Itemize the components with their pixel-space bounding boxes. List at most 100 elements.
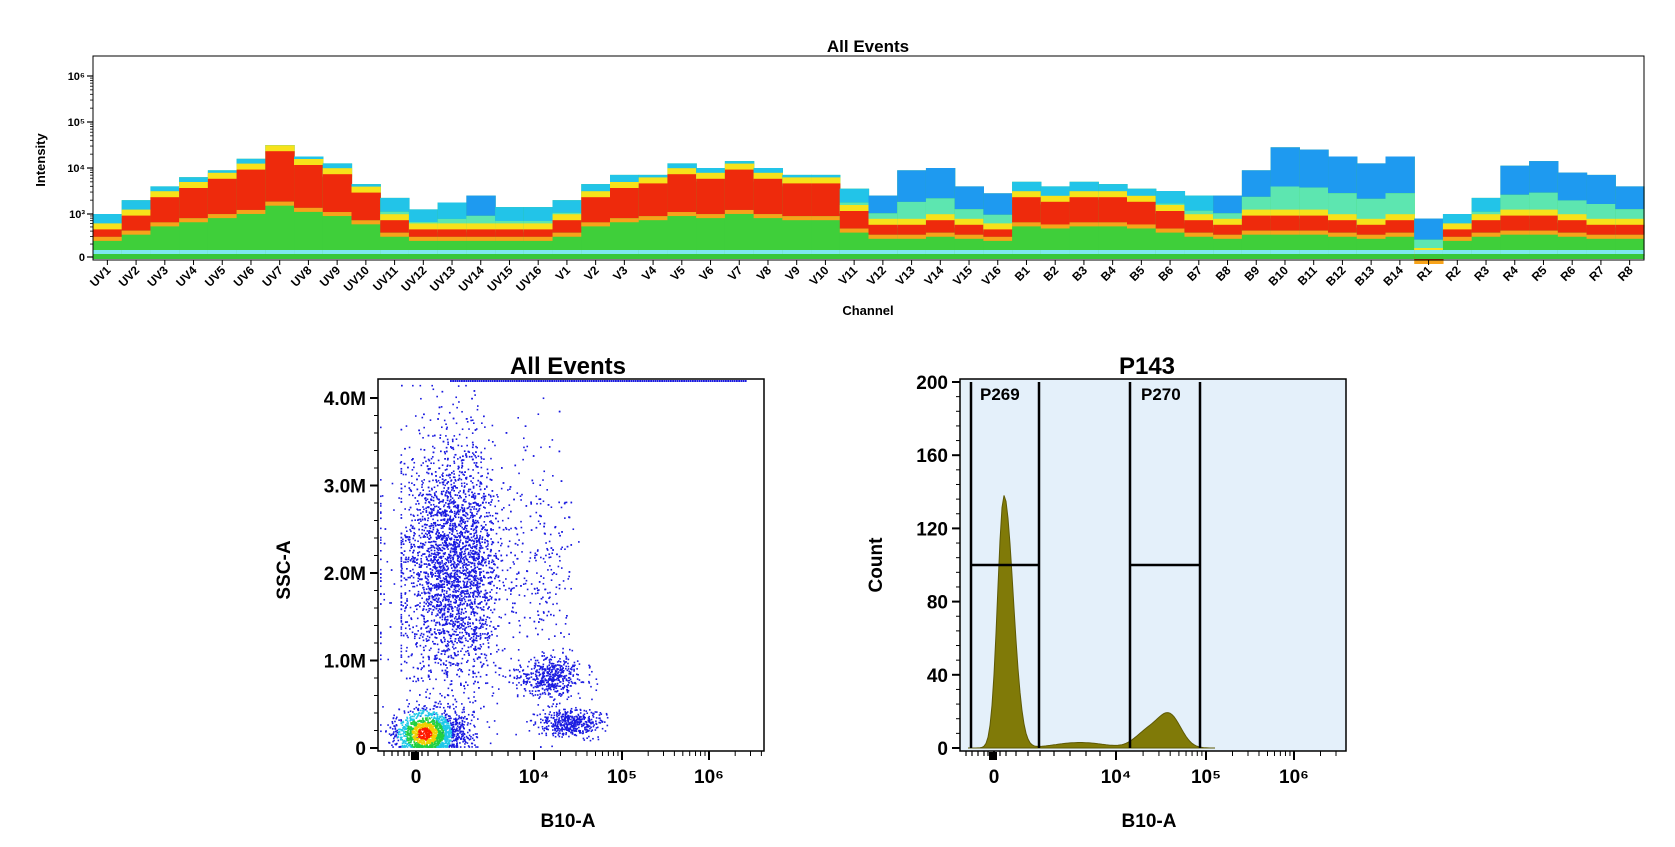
event-dot [551, 506, 553, 508]
event-dot [445, 645, 447, 647]
event-dot [430, 528, 432, 530]
event-dot [442, 573, 444, 575]
event-dot [424, 592, 426, 594]
event-dot [476, 557, 478, 559]
event-dot [537, 611, 539, 613]
event-dot [542, 666, 544, 668]
event-dot [542, 651, 544, 653]
spectrum-channel-label: R4 [1500, 263, 1521, 284]
event-dot [487, 616, 489, 618]
spectrum-column-orange [237, 210, 266, 214]
event-dot [497, 542, 499, 544]
event-dot [439, 524, 441, 526]
event-dot [433, 515, 435, 517]
event-dot [432, 605, 434, 607]
event-dot [471, 537, 473, 539]
event-dot [441, 426, 443, 428]
spectrum-channel-label: UV16 [513, 263, 544, 294]
event-dot [439, 604, 441, 606]
event-dot [482, 527, 484, 529]
event-dot [537, 549, 539, 551]
event-dot [425, 691, 427, 693]
spectrum-y-axis-title: Intensity [33, 133, 48, 187]
event-dot [461, 703, 463, 705]
event-dot [453, 525, 455, 527]
event-dot [534, 555, 536, 557]
event-dot [497, 521, 499, 523]
event-dot [463, 553, 465, 555]
event-dot [416, 473, 418, 475]
event-dot [461, 485, 463, 487]
spectrum-column-orange [294, 208, 323, 212]
event-dot [420, 398, 422, 400]
event-dot [449, 543, 451, 545]
spectrum-channel-label: UV14 [456, 263, 487, 294]
event-dot [446, 538, 448, 540]
event-dot [569, 571, 571, 573]
event-dot [439, 407, 441, 409]
event-dot [462, 658, 464, 660]
event-dot [421, 555, 423, 557]
spectrum-column-peak [1041, 202, 1070, 225]
event-dot [429, 481, 431, 483]
event-dot [446, 579, 448, 581]
event-dot [438, 544, 440, 546]
spectrum-channel-label: V11 [836, 263, 861, 288]
event-dot [556, 573, 558, 575]
event-dot [473, 583, 475, 585]
event-dot [456, 613, 458, 615]
event-dot [447, 599, 449, 601]
event-dot [435, 662, 437, 664]
event-dot [473, 634, 475, 636]
spectrum-column [524, 207, 553, 259]
event-dot [436, 608, 438, 610]
event-dot [418, 495, 420, 497]
event-dot [424, 602, 426, 604]
event-dot [442, 511, 444, 513]
event-dot [424, 553, 426, 555]
event-dot [445, 494, 447, 496]
spectrum-column-low [754, 250, 783, 254]
event-dot [456, 530, 458, 532]
event-dot [458, 466, 460, 468]
event-dot [472, 671, 474, 673]
spectrum-column-low [725, 250, 754, 254]
event-dot [494, 602, 496, 604]
event-dot [444, 697, 446, 699]
event-dot [429, 697, 431, 699]
event-dot [553, 572, 555, 574]
event-dot [447, 442, 449, 444]
event-dot [431, 620, 433, 622]
event-dot [431, 496, 433, 498]
event-dot [448, 599, 450, 601]
event-dot [485, 546, 487, 548]
event-dot [473, 540, 475, 542]
event-dot [483, 458, 485, 460]
spectrum-column-high [840, 189, 869, 203]
event-dot [447, 645, 449, 647]
event-dot [439, 476, 441, 478]
event-dot [439, 632, 441, 634]
event-dot [455, 621, 457, 623]
event-dot [473, 422, 475, 424]
event-dot [405, 474, 407, 476]
event-dot [471, 398, 473, 400]
event-dot [412, 626, 414, 628]
event-dot [454, 623, 456, 625]
event-dot [414, 546, 416, 548]
event-dot [479, 573, 481, 575]
event-dot [398, 497, 400, 499]
event-dot [439, 512, 441, 514]
spectrum-column-low [1184, 250, 1213, 254]
event-dot [416, 585, 418, 587]
event-dot [505, 589, 507, 591]
event-dot [422, 437, 424, 439]
event-dot [453, 482, 455, 484]
event-dot [519, 594, 521, 596]
event-dot [428, 592, 430, 594]
event-dot [442, 478, 444, 480]
event-dot [413, 484, 415, 486]
event-dot [439, 612, 441, 614]
event-dot [445, 545, 447, 547]
